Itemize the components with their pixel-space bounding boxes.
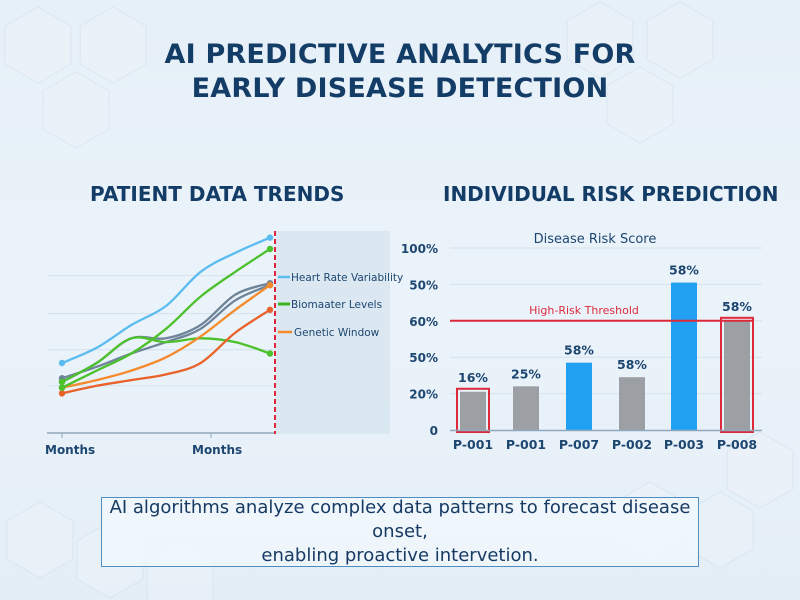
bar-chart-bars [456,282,754,433]
caption-line-2: enabling proactive intervetion. [261,545,539,566]
series-end-point-biomarker-secondary [266,350,274,357]
y-tick-label: 50% [409,278,438,292]
y-tick-label: 20% [409,388,438,402]
x-category-label: P-003 [664,437,704,452]
series-end-point-genetic-window-secondary [266,306,274,313]
page-title-line-2: EARLY DISEASE DETECTION [191,73,609,104]
series-start-point-heart-rate-variability [58,359,66,367]
bar-p-001 [513,386,539,430]
series-line-heart-rate-variability [60,236,272,365]
y-tick-label: 50% [409,351,438,365]
bar-p-002 [619,377,645,430]
forecast-region [276,231,390,434]
bar-chart-y-ticks: 0 20% 50% 60% 50% 100% [401,242,438,438]
series-end-point-genetic-window [266,281,274,289]
legend-label-genetic: Genetic Window [294,327,380,339]
bar-highlight-p-001 [456,387,490,433]
background-hexagon [646,1,714,79]
bar-value-label: 58% [564,343,594,358]
bar-highlight-p-008 [720,316,754,433]
series-line-genetic-window-secondary [60,308,272,395]
page-title-line-1: AI PREDICTIVE ANALYTICS FOR [164,39,636,70]
series-line-biomarker-secondary [60,336,272,384]
x-category-label: P-001 [453,437,493,452]
x-category-label: P-001 [506,437,546,452]
bar-chart-value-labels: 16% 25% 58% 58% 58% 58% [458,263,752,385]
legend-label-heart-rate: Heart Rate Variability [291,272,403,284]
high-risk-threshold: High-Risk Threshold [450,304,752,322]
series-end-point-heart-rate-variability [266,234,274,241]
background-hexagon [42,71,110,149]
bar-chart-title: INDIVIDUAL RISK PREDICTION [443,182,779,206]
background-hexagon [4,6,72,84]
bar-p-008 [724,320,750,430]
line-series-group [58,234,274,397]
series-start-point-genetic-window-secondary [58,390,66,397]
legend-item-biomarker: Biomaater Levels [278,299,382,311]
bar-p-007 [566,362,592,430]
x-category-label: P-008 [717,437,757,452]
background-hexagon [6,501,74,579]
caption-line-1: AI algorithms analyze complex data patte… [109,497,691,542]
bar-chart-x-labels: P-001 P-001 P-007 P-002 P-003 P-008 [453,437,757,452]
bar-value-label: 58% [722,299,752,314]
background-hexagon [79,6,147,84]
x-tick-label-1: Months [45,443,95,457]
x-tick-label-2: Months [192,443,242,457]
background-hexagon [566,1,634,79]
background-hexagon [726,431,794,509]
bar-value-label: 16% [458,370,488,385]
line-chart-title: PATIENT DATA TRENDS [90,182,345,206]
series-start-point-biomarker-secondary [58,378,66,386]
legend-item-heart-rate: Heart Rate Variability [278,272,403,284]
bar-value-label: 58% [669,263,699,278]
y-tick-label: 100% [401,242,438,256]
series-line-biomaater-levels [60,247,272,389]
y-tick-label: 0 [430,424,438,438]
bar-value-label: 25% [511,366,541,381]
caption-box: AI algorithms analyze complex data patte… [101,497,699,567]
bar-p-003 [671,282,697,430]
bar-value-label: 58% [617,357,647,372]
series-start-point-biomaater-levels [58,384,66,391]
bar-chart-subtitle: Disease Risk Score [534,232,657,247]
background-hexagon [606,66,674,144]
y-tick-label: 60% [409,315,438,329]
legend-item-genetic: Genetic Window [278,327,380,339]
threshold-label: High-Risk Threshold [529,304,639,317]
x-category-label: P-002 [612,437,652,452]
line-chart-legend: Heart Rate Variability Biomaater Levels … [278,272,403,339]
legend-label-biomarker: Biomaater Levels [291,299,382,311]
series-end-point-biomaater-levels [266,245,274,253]
bar-p-001 [460,391,486,430]
series-line-genetic-window [60,283,272,389]
line-chart-gridlines [47,275,275,387]
x-category-label: P-007 [559,437,599,452]
